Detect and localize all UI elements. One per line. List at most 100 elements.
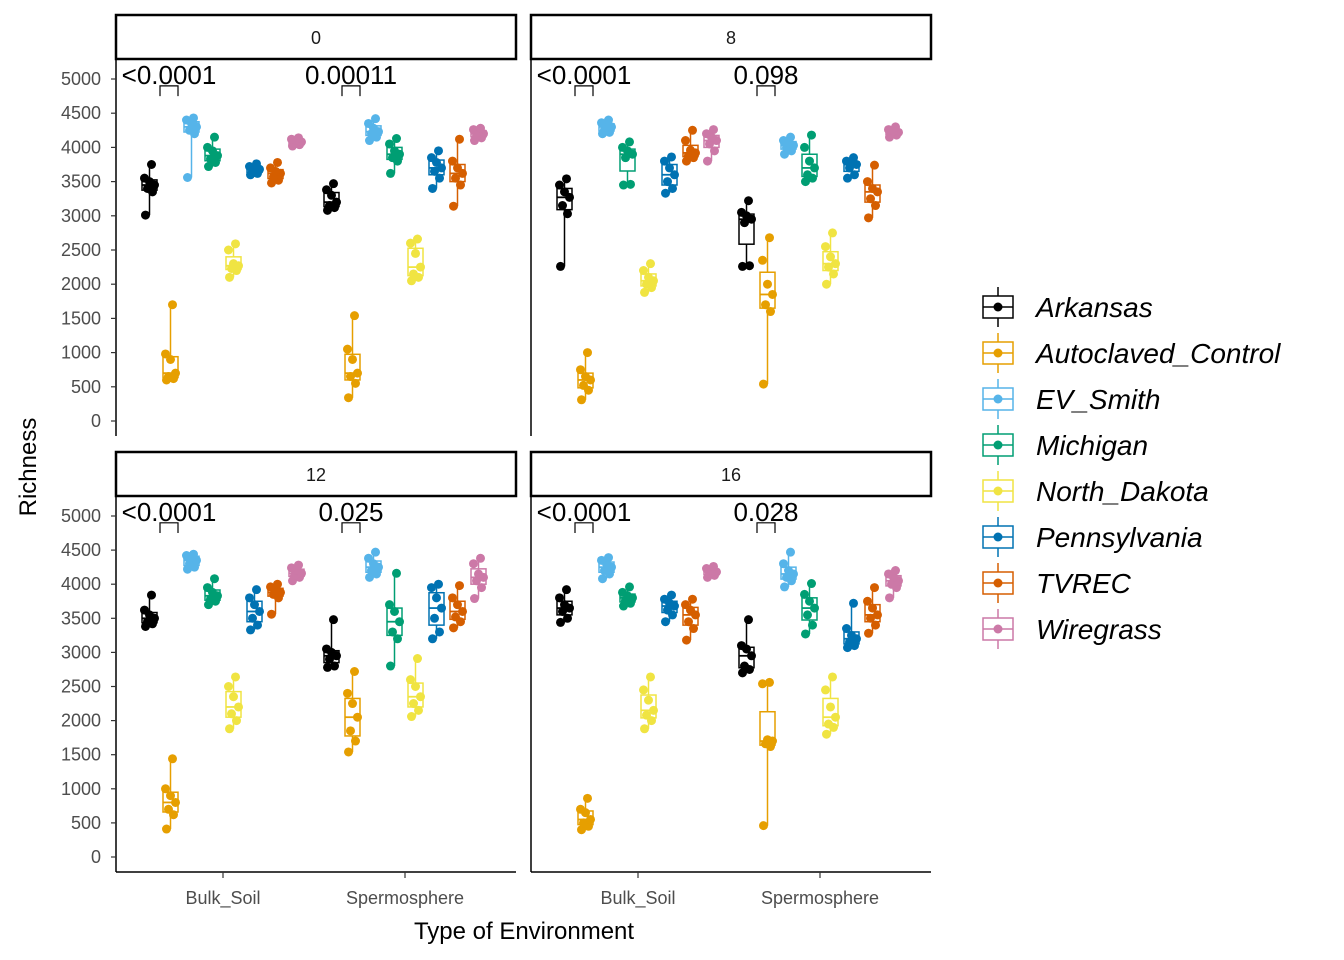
box-north-dakota	[406, 654, 425, 722]
data-point	[143, 617, 152, 627]
data-point	[267, 609, 276, 619]
data-point	[287, 134, 296, 144]
data-point	[737, 641, 746, 651]
box-arkansas	[555, 585, 574, 627]
significance-bracket	[756, 522, 776, 534]
data-point	[348, 699, 357, 709]
data-point	[642, 710, 651, 720]
data-point	[866, 613, 875, 623]
box-michigan	[800, 130, 819, 187]
box-ev-smith	[364, 114, 383, 146]
data-point	[803, 170, 812, 180]
data-point	[803, 610, 812, 620]
y-tick-label: 3500	[61, 172, 101, 192]
data-point	[427, 583, 436, 593]
p-value-label: 0.025	[318, 497, 383, 527]
data-point	[189, 549, 198, 559]
significance-bracket	[341, 522, 361, 534]
data-point	[392, 134, 401, 144]
p-value-label: <0.0001	[122, 497, 217, 527]
data-point	[864, 213, 873, 223]
data-point	[737, 207, 746, 217]
data-point	[831, 259, 840, 269]
data-point	[353, 368, 362, 378]
data-point	[891, 122, 900, 132]
data-point	[681, 600, 690, 610]
data-point	[448, 156, 457, 166]
data-point	[563, 209, 572, 219]
data-point	[780, 149, 789, 159]
data-point	[455, 581, 464, 591]
data-point	[171, 368, 180, 378]
data-point	[469, 125, 478, 135]
data-point	[640, 287, 649, 297]
legend-key-point	[993, 624, 1003, 634]
data-point	[759, 821, 768, 831]
legend: Arkansas Autoclaved_Control EV_Smith Michig…	[982, 287, 1281, 649]
data-point	[390, 606, 399, 616]
data-point	[828, 672, 837, 682]
data-point	[744, 196, 753, 206]
data-point	[738, 668, 747, 678]
data-point	[583, 793, 592, 803]
data-point	[562, 585, 571, 595]
box-arkansas	[737, 615, 756, 678]
legend-label: TVREC	[1036, 568, 1132, 599]
p-value-label: <0.0001	[537, 60, 632, 90]
data-point	[470, 594, 479, 604]
data-point	[868, 183, 877, 193]
data-point	[800, 142, 809, 152]
legend-item-pennsylvania: Pennsylvania	[982, 517, 1203, 557]
data-point	[618, 142, 627, 152]
box-ev-smith	[597, 553, 616, 584]
legend-label: Wiregrass	[1036, 614, 1162, 645]
data-point	[873, 610, 882, 620]
data-point	[434, 579, 443, 589]
facet-strip-label: 8	[726, 28, 736, 48]
data-point	[871, 201, 880, 211]
legend-key-point	[993, 302, 1003, 312]
data-point	[350, 666, 359, 676]
y-tick-label: 2000	[61, 274, 101, 294]
data-point	[646, 672, 655, 682]
data-point	[406, 675, 415, 685]
data-point	[842, 156, 851, 166]
facet-strip-label: 0	[311, 28, 321, 48]
box-pennsylvania	[427, 579, 446, 644]
data-point	[597, 118, 606, 128]
data-point	[619, 180, 628, 190]
data-point	[411, 248, 420, 258]
data-point	[229, 259, 238, 269]
data-point	[386, 661, 395, 671]
box-wiregrass	[287, 133, 306, 151]
data-point	[344, 393, 353, 403]
box-pennsylvania	[660, 590, 679, 627]
data-point	[849, 153, 858, 163]
facet-strip	[529, 13, 933, 61]
box-ev-smith	[597, 115, 616, 139]
data-point	[604, 553, 613, 563]
data-point	[393, 634, 402, 644]
data-point	[210, 574, 219, 584]
data-point	[225, 272, 234, 282]
box-michigan	[203, 132, 222, 172]
data-point	[231, 672, 240, 682]
data-point	[868, 603, 877, 613]
data-point	[807, 130, 816, 140]
data-point	[805, 156, 814, 166]
data-point	[231, 239, 240, 249]
data-point	[245, 593, 254, 603]
data-point	[639, 685, 648, 695]
data-point	[801, 177, 810, 187]
data-point	[663, 177, 672, 187]
data-point	[782, 572, 791, 582]
data-point	[826, 252, 835, 262]
data-point	[430, 166, 439, 176]
data-point	[430, 613, 439, 623]
data-point	[385, 600, 394, 610]
box-tvrec	[681, 594, 700, 645]
data-point	[828, 228, 837, 238]
y-tick-label: 4500	[61, 103, 101, 123]
data-point	[351, 736, 360, 746]
data-point	[330, 661, 339, 671]
